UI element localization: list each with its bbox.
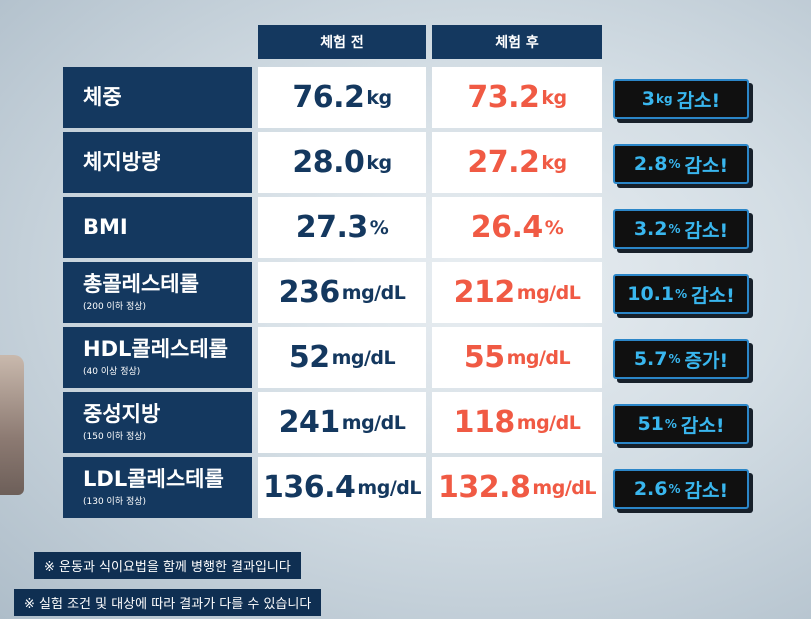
value-before: 52 mg/dL <box>258 327 426 388</box>
change-unit: % <box>668 352 681 366</box>
value-after-number: 27.2 <box>467 145 540 180</box>
value-after-number: 118 <box>453 405 516 440</box>
value-after: 212 mg/dL <box>432 262 602 323</box>
value-after-unit: mg/dL <box>516 411 581 434</box>
row-label: LDL콜레스테롤 <box>83 467 224 492</box>
value-after-unit: kg <box>541 86 567 109</box>
value-before-unit: mg/dL <box>331 346 396 369</box>
change-number: 3.2 <box>633 218 668 240</box>
value-before-number: 236 <box>278 275 341 310</box>
change-number: 5.7 <box>633 348 668 370</box>
row-label: 중성지방 <box>83 402 161 427</box>
value-before-unit: kg <box>366 86 392 109</box>
value-before: 236 mg/dL <box>258 262 426 323</box>
value-after-unit: mg/dL <box>516 281 581 304</box>
value-before-unit: kg <box>366 151 392 174</box>
change-number: 3 <box>641 88 655 110</box>
row-label: 체지방량 <box>83 150 161 175</box>
column-header-before: 체험 전 <box>258 25 426 59</box>
change-badge: 2.6% 감소! <box>613 469 749 509</box>
change-word: 감소! <box>691 284 735 307</box>
change-badge: 3.2% 감소! <box>613 209 749 249</box>
row-label: 총콜레스테롤 <box>83 272 199 297</box>
value-before-number: 27.3 <box>295 210 369 245</box>
value-before: 136.4 mg/dL <box>258 457 426 518</box>
value-before-unit: mg/dL <box>341 281 406 304</box>
row-label-cell: 총콜레스테롤 (200 이하 정상) <box>63 262 252 323</box>
row-label-cell: 체중 <box>63 67 252 128</box>
change-number: 10.1 <box>627 283 675 305</box>
row-label: 체중 <box>83 85 122 110</box>
value-before: 76.2 kg <box>258 67 426 128</box>
change-word: 감소! <box>684 479 729 502</box>
value-before-unit: mg/dL <box>357 476 421 499</box>
change-unit: % <box>668 482 681 496</box>
change-badge: 51% 감소! <box>613 404 749 444</box>
value-after-number: 73.2 <box>467 80 540 115</box>
row-label-cell: 체지방량 <box>63 132 252 193</box>
value-after-number: 212 <box>453 275 516 310</box>
change-badge: 3 kg 감소! <box>613 79 749 119</box>
value-after-unit: mg/dL <box>506 346 571 369</box>
value-after-unit: kg <box>541 151 567 174</box>
value-after: 26.4% <box>432 197 602 258</box>
value-before: 241 mg/dL <box>258 392 426 453</box>
change-unit: % <box>675 287 688 301</box>
change-badge: 10.1% 감소! <box>613 274 749 314</box>
value-before: 27.3% <box>258 197 426 258</box>
value-before: 28.0 kg <box>258 132 426 193</box>
row-normal-range: (130 이하 정상) <box>83 496 147 507</box>
footnote-combined: ※ 운동과 식이요법을 함께 병행한 결과입니다 <box>34 552 301 579</box>
change-word: 감소! <box>684 219 729 242</box>
change-badge: 5.7% 증가! <box>613 339 749 379</box>
value-before-unit: mg/dL <box>341 411 406 434</box>
change-number: 2.6 <box>633 478 668 500</box>
column-header-after: 체험 후 <box>432 25 602 59</box>
value-after: 27.2 kg <box>432 132 602 193</box>
row-normal-range: (40 이상 정상) <box>83 366 141 377</box>
value-after-number: 132.8 <box>438 470 531 505</box>
change-word: 감소! <box>680 414 725 437</box>
value-before-number: 52 <box>288 340 330 375</box>
change-word: 감소! <box>684 154 729 177</box>
value-after: 55 mg/dL <box>432 327 602 388</box>
value-before-number: 28.0 <box>292 145 365 180</box>
value-after: 132.8 mg/dL <box>432 457 602 518</box>
value-before-unit: % <box>369 216 389 239</box>
change-unit: kg <box>656 92 673 106</box>
value-after-unit: mg/dL <box>532 476 596 499</box>
value-after-number: 55 <box>463 340 505 375</box>
value-after-unit: % <box>544 216 564 239</box>
change-number: 51 <box>637 413 664 435</box>
value-after: 118 mg/dL <box>432 392 602 453</box>
row-label-cell: HDL콜레스테롤 (40 이상 정상) <box>63 327 252 388</box>
footnote-disclaimer: ※ 실험 조건 및 대상에 따라 결과가 다를 수 있습니다 <box>14 589 322 616</box>
value-before-number: 241 <box>278 405 341 440</box>
value-before-number: 76.2 <box>292 80 365 115</box>
change-number: 2.8 <box>633 153 668 175</box>
row-label: HDL콜레스테롤 <box>83 337 228 362</box>
row-label-cell: BMI <box>63 197 252 258</box>
change-unit: % <box>664 417 677 431</box>
person-partial-image <box>0 355 24 495</box>
value-after: 73.2 kg <box>432 67 602 128</box>
change-badge: 2.8% 감소! <box>613 144 749 184</box>
value-after-number: 26.4 <box>470 210 544 245</box>
row-label-cell: 중성지방 (150 이하 정상) <box>63 392 252 453</box>
change-unit: % <box>668 222 681 236</box>
row-normal-range: (150 이하 정상) <box>83 431 147 442</box>
change-unit: % <box>668 157 681 171</box>
change-word: 증가! <box>684 349 729 372</box>
value-before-number: 136.4 <box>263 470 356 505</box>
row-label-cell: LDL콜레스테롤 (130 이하 정상) <box>63 457 252 518</box>
row-normal-range: (200 이하 정상) <box>83 301 147 312</box>
change-word: 감소! <box>676 89 721 112</box>
row-label: BMI <box>83 215 128 240</box>
